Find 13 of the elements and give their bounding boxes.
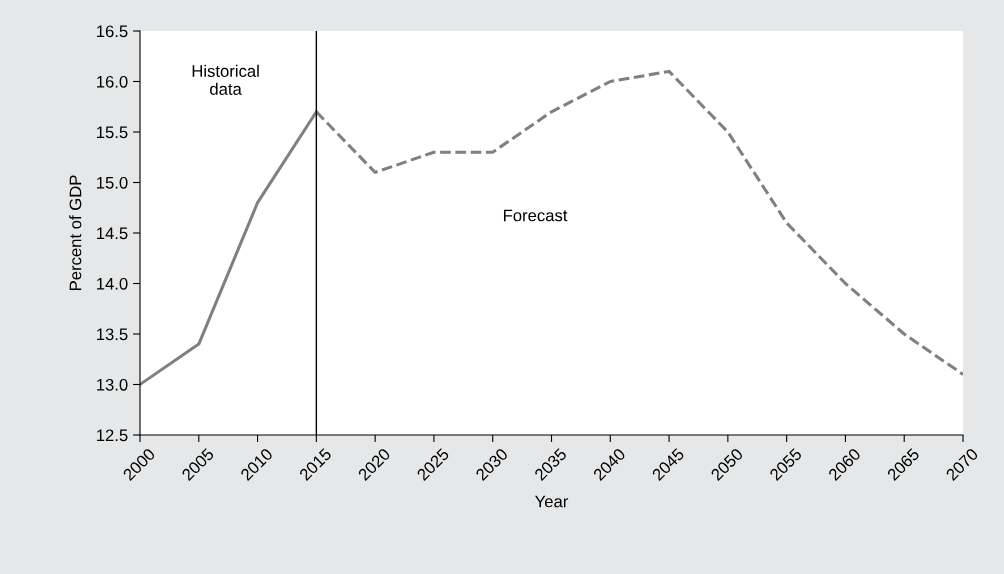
x-axis-title: Year (535, 495, 569, 508)
y-tick-label: 13.0 (97, 378, 128, 391)
y-tick-label: 13.5 (97, 328, 128, 341)
annotation: Forecast (503, 209, 568, 222)
y-tick-label: 14.0 (97, 277, 128, 290)
y-tick-label: 15.5 (97, 126, 128, 139)
y-tick-label: 15.0 (97, 176, 128, 189)
y-tick-label: 12.5 (97, 429, 128, 442)
y-tick-label: 16.0 (97, 75, 128, 88)
y-tick-label: 14.5 (97, 227, 128, 240)
y-tick-label: 16.5 (97, 25, 128, 38)
annotation: Historical data (192, 64, 259, 95)
y-axis-title: Percent of GDP (69, 175, 82, 290)
